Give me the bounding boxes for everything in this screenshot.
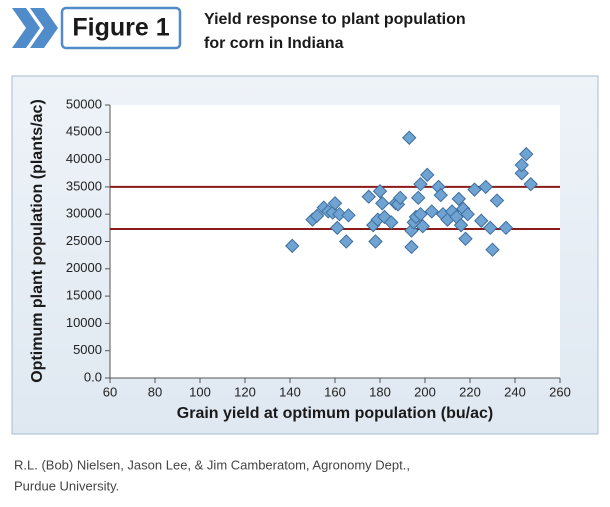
data-point <box>413 206 428 222</box>
y-tick-label: 45000 <box>66 124 102 139</box>
data-point <box>478 179 493 195</box>
data-point <box>285 238 300 254</box>
x-axis-label: Grain yield at optimum population (bu/ac… <box>177 405 493 422</box>
x-tick-label: 140 <box>279 384 301 399</box>
data-point <box>361 189 376 204</box>
y-tick-label: 25000 <box>66 233 102 248</box>
data-point <box>309 208 325 224</box>
x-tick-label: 260 <box>549 384 571 399</box>
data-point <box>514 157 529 173</box>
data-point <box>489 193 505 208</box>
data-point <box>384 215 399 230</box>
x-tick-label: 240 <box>504 384 526 399</box>
x-tick-label: 220 <box>459 384 481 399</box>
y-tick-label: 0.0 <box>84 369 102 384</box>
x-tick-label: 120 <box>234 384 256 399</box>
data-point <box>483 220 498 236</box>
data-point <box>404 239 419 255</box>
caption: Purdue University. <box>14 478 119 493</box>
y-tick-label: 5000 <box>73 342 102 357</box>
data-point <box>375 196 390 211</box>
y-tick-label: 30000 <box>66 206 102 221</box>
data-point <box>485 242 500 257</box>
y-tick-label: 40000 <box>66 151 102 166</box>
data-point <box>339 234 354 249</box>
y-tick-label: 20000 <box>66 260 102 275</box>
data-point <box>519 146 534 162</box>
data-point <box>460 206 475 222</box>
y-tick-label: 50000 <box>66 96 102 111</box>
data-point <box>467 182 482 197</box>
data-point <box>523 176 538 192</box>
chart-title: for corn in Indiana <box>204 35 344 52</box>
data-point <box>458 231 473 246</box>
plot-area <box>110 105 560 378</box>
data-point <box>372 184 388 199</box>
data-point <box>341 208 356 223</box>
data-point <box>327 196 343 211</box>
data-point <box>411 190 426 206</box>
data-point <box>474 213 489 228</box>
figure-label: Figure 1 <box>72 14 169 42</box>
y-tick-label: 35000 <box>66 178 102 193</box>
caption: R.L. (Bob) Nielsen, Jason Lee, & Jim Cam… <box>14 457 410 472</box>
data-point <box>420 167 435 183</box>
banner <box>12 6 182 50</box>
data-point <box>415 219 430 234</box>
data-point <box>393 190 408 206</box>
x-tick-label: 200 <box>414 384 436 399</box>
data-point <box>451 191 466 207</box>
data-point <box>413 176 428 192</box>
data-point <box>332 206 347 222</box>
x-tick-label: 60 <box>103 384 117 399</box>
x-tick-label: 160 <box>324 384 346 399</box>
y-tick-label: 10000 <box>66 315 102 330</box>
data-point <box>402 130 417 145</box>
x-tick-label: 80 <box>148 384 162 399</box>
data-point <box>514 166 529 181</box>
data-point <box>498 220 514 236</box>
y-axis-label: Optimum plant population (plants/ac) <box>29 99 46 383</box>
x-tick-label: 180 <box>369 384 391 399</box>
data-point <box>453 217 469 233</box>
x-tick-label: 100 <box>189 384 211 399</box>
y-tick-label: 15000 <box>66 288 102 303</box>
data-point <box>368 234 383 249</box>
data-point <box>330 220 345 236</box>
data-point <box>433 187 448 203</box>
data-point <box>424 204 439 219</box>
chart-title: Yield response to plant population <box>204 11 466 28</box>
